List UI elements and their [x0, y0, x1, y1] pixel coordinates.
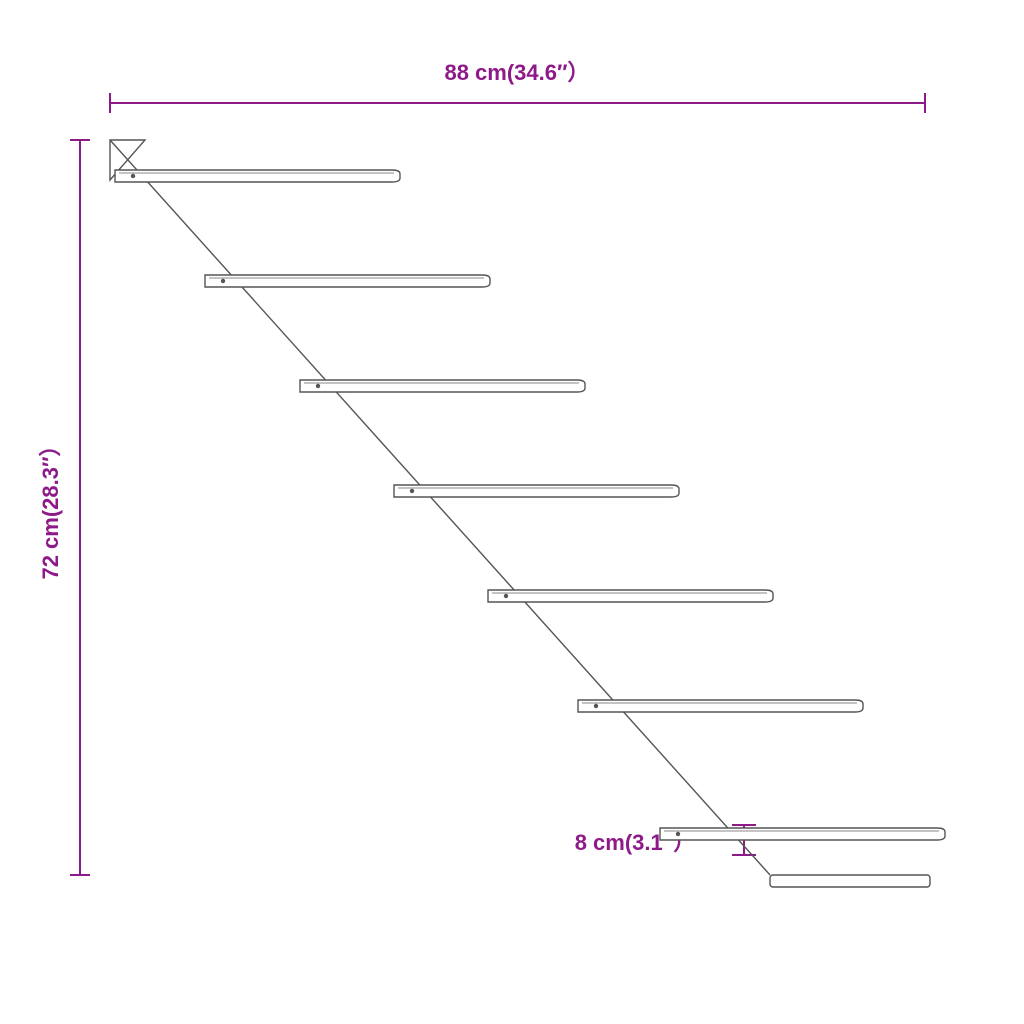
step-outline: [578, 700, 863, 712]
dim-width-label: 88 cm(34.6″）: [444, 60, 589, 85]
step: [660, 828, 945, 840]
screw-icon: [410, 489, 414, 493]
step-outline: [205, 275, 490, 287]
back-rail: [110, 140, 770, 875]
step: [115, 170, 400, 182]
screw-icon: [221, 279, 225, 283]
foot-plate: [770, 875, 930, 887]
step-outline: [394, 485, 679, 497]
step: [394, 485, 679, 497]
step: [488, 590, 773, 602]
screw-icon: [316, 384, 320, 388]
step-outline: [660, 828, 945, 840]
step: [578, 700, 863, 712]
screw-icon: [594, 704, 598, 708]
step-outline: [115, 170, 400, 182]
step-outline: [300, 380, 585, 392]
screw-icon: [676, 832, 680, 836]
dim-height-label: 72 cm(28.3″）: [38, 434, 63, 579]
screw-icon: [131, 174, 135, 178]
step: [300, 380, 585, 392]
step-outline: [488, 590, 773, 602]
step: [205, 275, 490, 287]
screw-icon: [504, 594, 508, 598]
